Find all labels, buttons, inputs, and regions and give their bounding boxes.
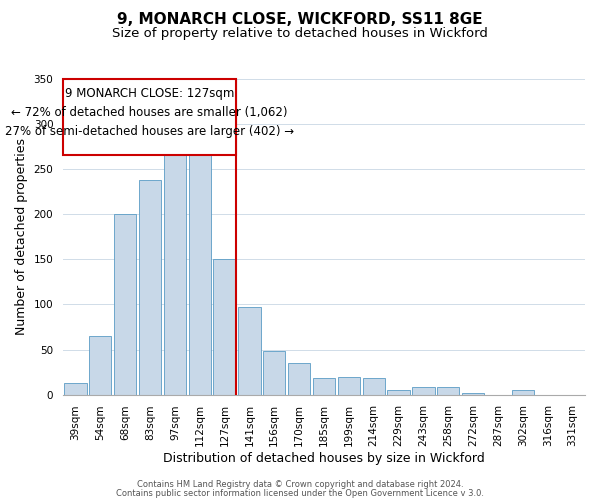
Bar [437, 388, 460, 394]
Bar [188, 133, 211, 394]
Bar [388, 390, 410, 394]
Bar [362, 378, 385, 394]
Bar [64, 383, 86, 394]
Bar [89, 336, 112, 394]
Bar [338, 376, 360, 394]
Text: 27% of semi-detached houses are larger (402) →: 27% of semi-detached houses are larger (… [5, 125, 294, 138]
Bar [412, 388, 434, 394]
Bar [238, 307, 260, 394]
Bar [263, 352, 286, 395]
Text: 9 MONARCH CLOSE: 127sqm: 9 MONARCH CLOSE: 127sqm [65, 87, 234, 100]
Bar [512, 390, 534, 394]
FancyBboxPatch shape [63, 79, 236, 154]
Bar [462, 393, 484, 394]
Bar [214, 260, 236, 394]
Bar [313, 378, 335, 394]
X-axis label: Distribution of detached houses by size in Wickford: Distribution of detached houses by size … [163, 452, 485, 465]
Bar [164, 144, 186, 395]
Text: ← 72% of detached houses are smaller (1,062): ← 72% of detached houses are smaller (1,… [11, 106, 287, 119]
Bar [288, 363, 310, 394]
Bar [139, 180, 161, 394]
Text: Contains public sector information licensed under the Open Government Licence v : Contains public sector information licen… [116, 488, 484, 498]
Text: Size of property relative to detached houses in Wickford: Size of property relative to detached ho… [112, 28, 488, 40]
Y-axis label: Number of detached properties: Number of detached properties [15, 138, 28, 336]
Text: 9, MONARCH CLOSE, WICKFORD, SS11 8GE: 9, MONARCH CLOSE, WICKFORD, SS11 8GE [117, 12, 483, 28]
Bar [114, 214, 136, 394]
Text: Contains HM Land Registry data © Crown copyright and database right 2024.: Contains HM Land Registry data © Crown c… [137, 480, 463, 489]
